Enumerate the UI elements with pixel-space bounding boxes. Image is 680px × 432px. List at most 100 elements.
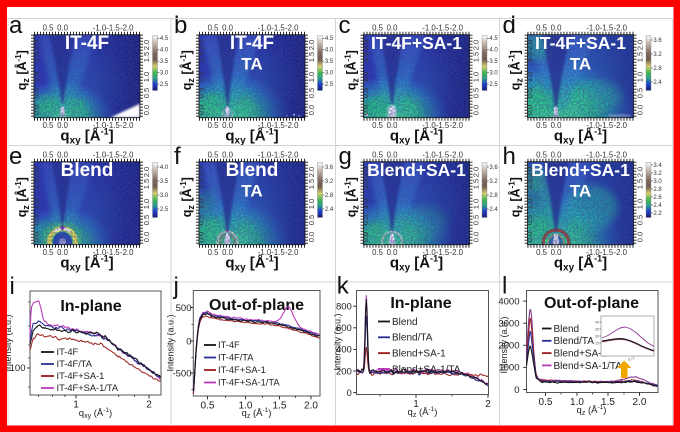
svg-text:0.0: 0.0 [361,232,370,243]
svg-text:2.5: 2.5 [160,82,169,88]
svg-text:2.4: 2.4 [489,207,498,213]
svg-text:4.0: 4.0 [160,165,169,171]
svg-text:2.5: 2.5 [160,207,169,213]
svg-text:0.5: 0.5 [372,150,384,159]
svg-text:1.5: 1.5 [142,52,151,63]
svg-text:4000: 4000 [498,296,519,307]
svg-text:1.0: 1.0 [361,72,370,83]
svg-text:0.0: 0.0 [222,121,234,130]
svg-text:IT-4F: IT-4F [65,33,109,54]
svg-text:0.5: 0.5 [142,215,151,226]
svg-text:2.0: 2.0 [361,167,370,178]
svg-text:Blend+SA-1: Blend+SA-1 [367,160,466,180]
svg-text:Out-of-plane: Out-of-plane [544,295,639,312]
svg-text:2.4: 2.4 [653,80,662,86]
svg-text:0.0: 0.0 [57,121,69,130]
svg-text:-1.5: -1.5 [600,248,614,257]
svg-text:0.5: 0.5 [472,88,481,99]
svg-text:-1.5: -1.5 [106,121,120,130]
svg-text:1.0: 1.0 [197,199,206,210]
svg-text:1.0: 1.0 [472,199,481,210]
svg-text:0.0: 0.0 [636,232,645,243]
svg-text:1.5: 1.5 [307,52,316,63]
svg-text:1.0: 1.0 [142,72,151,83]
svg-text:-1.0: -1.0 [586,121,600,130]
svg-text:-1.5: -1.5 [436,23,450,32]
svg-text:-1.0: -1.0 [422,121,436,130]
svg-text:0.5: 0.5 [636,88,645,99]
svg-text:1.5: 1.5 [525,52,534,63]
svg-text:0.5: 0.5 [372,23,384,32]
svg-text:0.5: 0.5 [32,215,41,226]
svg-text:0.5: 0.5 [307,215,316,226]
svg-text:0.5: 0.5 [372,248,384,257]
svg-text:IT-4F: IT-4F [57,347,79,357]
svg-text:0.0: 0.0 [32,232,41,243]
svg-text:2.0: 2.0 [525,40,534,51]
svg-text:0.0: 0.0 [222,150,234,159]
svg-text:2.6: 2.6 [653,195,662,201]
svg-text:-1.0: -1.0 [586,23,600,32]
svg-text:0.5: 0.5 [43,248,55,257]
svg-text:2.0: 2.0 [633,397,647,408]
svg-text:3.0: 3.0 [653,179,662,185]
svg-text:0.0: 0.0 [472,232,481,243]
svg-text:0.0: 0.0 [636,105,645,116]
svg-text:2.0: 2.0 [32,40,41,51]
svg-text:c: c [339,12,351,39]
svg-text:0.0: 0.0 [551,248,563,257]
svg-text:TA: TA [241,55,262,74]
svg-text:1.5: 1.5 [32,52,41,63]
svg-text:4.5: 4.5 [489,36,498,42]
svg-text:-1.0: -1.0 [93,248,107,257]
svg-text:2.8: 2.8 [325,193,334,199]
svg-text:1.0: 1.0 [636,72,645,83]
svg-text:1.5: 1.5 [307,179,316,190]
svg-text:Blend+SA-1/TA: Blend+SA-1/TA [554,361,623,372]
svg-text:0.5: 0.5 [536,23,548,32]
svg-text:-2.0: -2.0 [449,121,463,130]
svg-text:-2.0: -2.0 [285,121,299,130]
svg-text:Blend/TA: Blend/TA [554,336,595,347]
svg-text:2.8: 2.8 [653,187,662,193]
svg-text:1.5: 1.5 [361,179,370,190]
svg-text:2.0: 2.0 [307,167,316,178]
svg-text:-1.5: -1.5 [271,248,285,257]
svg-text:1.0: 1.0 [525,199,534,210]
svg-text:0.0: 0.0 [361,105,370,116]
svg-text:-1.5: -1.5 [436,150,450,159]
svg-text:30: 30 [595,335,599,339]
svg-text:0.0: 0.0 [222,23,234,32]
svg-text:0.5: 0.5 [201,401,215,412]
svg-text:3000: 3000 [498,319,519,330]
svg-text:-2.0: -2.0 [120,248,134,257]
svg-text:-1.5: -1.5 [271,121,285,130]
svg-text:-1.0: -1.0 [422,150,436,159]
svg-text:-500: -500 [172,368,191,379]
svg-text:500: 500 [176,303,192,314]
svg-text:3.5: 3.5 [489,59,498,65]
svg-text:f: f [174,143,181,170]
svg-text:2.2: 2.2 [653,211,662,217]
svg-text:0.0: 0.0 [222,248,234,257]
svg-text:1.5: 1.5 [197,52,206,63]
svg-text:0.0: 0.0 [551,23,563,32]
svg-text:1.0: 1.0 [32,72,41,83]
svg-text:IT-4F+SA-1/TA: IT-4F+SA-1/TA [218,378,280,388]
svg-text:l: l [502,273,507,300]
svg-text:3.4: 3.4 [653,163,662,169]
svg-text:4.0: 4.0 [325,48,334,54]
svg-text:800: 800 [336,302,352,313]
svg-text:IT-4F/TA: IT-4F/TA [57,359,93,369]
svg-text:0.0: 0.0 [197,105,206,116]
svg-text:Blend+SA-1: Blend+SA-1 [554,349,608,360]
svg-text:Intensity (a.u.): Intensity (a.u.) [166,314,176,371]
svg-text:Out-of-plane: Out-of-plane [209,297,304,314]
svg-text:-1.0: -1.0 [93,150,107,159]
svg-text:-1.0: -1.0 [586,248,600,257]
svg-text:-1.0: -1.0 [422,248,436,257]
svg-text:g: g [339,143,352,170]
svg-text:1.0: 1.0 [525,72,534,83]
svg-text:3.5: 3.5 [160,59,169,65]
svg-text:200: 200 [336,366,352,377]
